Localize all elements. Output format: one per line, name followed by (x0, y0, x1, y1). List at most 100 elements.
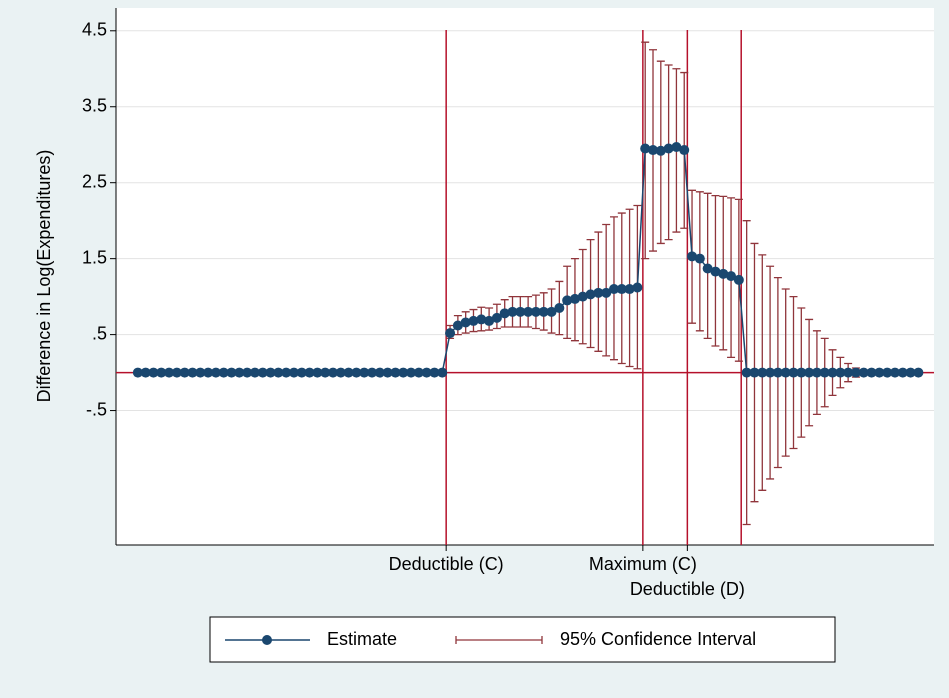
point (687, 251, 698, 262)
point (335, 367, 346, 378)
point (562, 295, 573, 306)
y-tick-label: -.5 (86, 399, 107, 419)
point (850, 367, 861, 378)
point (320, 367, 331, 378)
y-tick-label: 3.5 (82, 95, 107, 115)
point (429, 367, 440, 378)
point (195, 367, 206, 378)
point (897, 367, 908, 378)
point (468, 315, 479, 326)
point (905, 367, 916, 378)
point (843, 367, 854, 378)
point (484, 315, 495, 326)
point (679, 145, 690, 156)
point (351, 367, 362, 378)
point (218, 367, 229, 378)
point (585, 289, 596, 300)
point (530, 306, 541, 317)
point (624, 284, 635, 295)
point (296, 367, 307, 378)
point (811, 367, 822, 378)
point (203, 367, 214, 378)
point (398, 367, 409, 378)
point (726, 271, 737, 282)
point (390, 367, 401, 378)
plot-area (116, 8, 934, 545)
point (327, 367, 338, 378)
point (804, 367, 815, 378)
point (179, 367, 190, 378)
point (819, 367, 830, 378)
point (374, 367, 385, 378)
point (234, 367, 245, 378)
point (718, 268, 729, 279)
point (632, 282, 643, 293)
x-tick-label: Deductible (C) (389, 554, 504, 574)
point (554, 303, 565, 314)
point (499, 308, 510, 319)
point (663, 143, 674, 154)
point (569, 293, 580, 304)
point (882, 367, 893, 378)
x-tick-label: Deductible (D) (630, 579, 745, 599)
point (359, 367, 370, 378)
legend-label: 95% Confidence Interval (560, 629, 756, 649)
point (164, 367, 175, 378)
point (913, 367, 924, 378)
point (304, 367, 315, 378)
point (367, 367, 378, 378)
point (772, 367, 783, 378)
point (538, 306, 549, 317)
point (733, 274, 744, 285)
y-tick-label: .5 (92, 323, 107, 343)
point (187, 367, 198, 378)
point (445, 328, 456, 339)
point (249, 367, 260, 378)
point (757, 367, 768, 378)
point (889, 367, 900, 378)
point (210, 367, 221, 378)
point (648, 145, 659, 156)
point (382, 367, 393, 378)
point (413, 367, 424, 378)
point (523, 306, 534, 317)
legend-label: Estimate (327, 629, 397, 649)
point (288, 367, 299, 378)
point (593, 287, 604, 298)
point (242, 367, 253, 378)
point (866, 367, 877, 378)
point (858, 367, 869, 378)
point (749, 367, 760, 378)
point (148, 367, 159, 378)
point (226, 367, 237, 378)
point (874, 367, 885, 378)
point (421, 367, 432, 378)
point (437, 367, 448, 378)
point (156, 367, 167, 378)
y-tick-label: 4.5 (82, 20, 107, 40)
point (406, 367, 417, 378)
point (452, 320, 463, 331)
point (796, 367, 807, 378)
point (257, 367, 268, 378)
point (608, 284, 619, 295)
point (343, 367, 354, 378)
point (741, 367, 752, 378)
point (835, 367, 846, 378)
point (640, 143, 651, 154)
point (171, 367, 182, 378)
point (616, 284, 627, 295)
point (265, 367, 276, 378)
point (827, 367, 838, 378)
point (577, 291, 588, 302)
point (132, 367, 143, 378)
point (655, 145, 666, 156)
point (460, 317, 471, 328)
point (788, 367, 799, 378)
point (281, 367, 292, 378)
point (694, 253, 705, 264)
point (780, 367, 791, 378)
point (546, 306, 557, 317)
point (140, 367, 151, 378)
